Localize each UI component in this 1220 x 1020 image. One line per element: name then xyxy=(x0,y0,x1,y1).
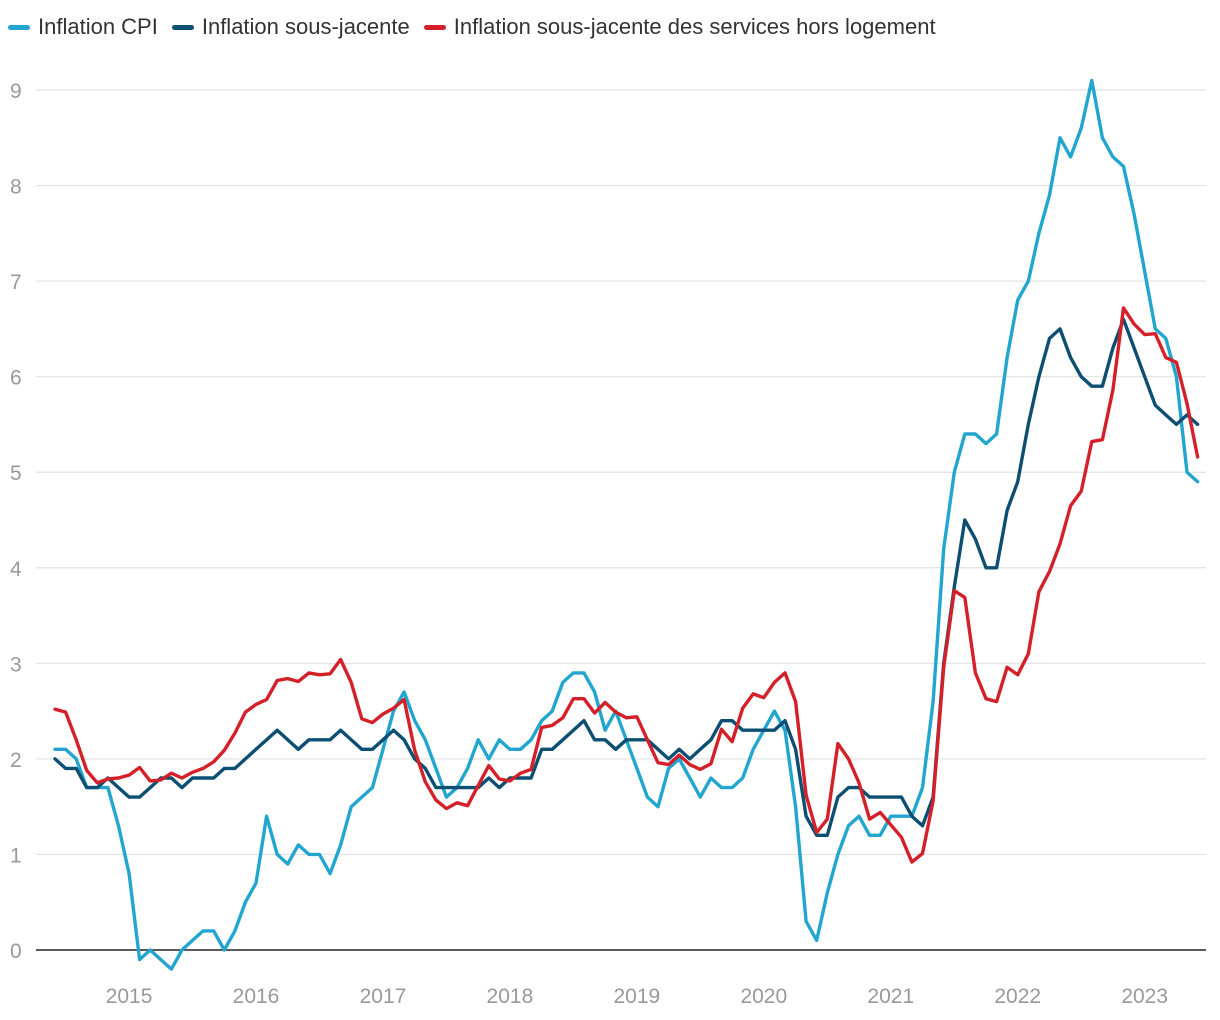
series-line-core xyxy=(53,317,1200,837)
legend-label-cpi: Inflation CPI xyxy=(38,14,158,39)
legend-item-services[interactable]: Inflation sous-jacente des services hors… xyxy=(423,14,936,40)
x-tick-label: 2022 xyxy=(994,985,1041,1008)
y-tick-label: 6 xyxy=(10,367,22,390)
legend: Inflation CPI Inflation sous-jacente Inf… xyxy=(8,14,950,40)
y-tick-label: 7 xyxy=(10,271,22,294)
x-tick-label: 2023 xyxy=(1121,985,1168,1008)
x-tick-label: 2021 xyxy=(867,985,914,1008)
x-tick-label: 2018 xyxy=(487,985,534,1008)
x-tick-label: 2016 xyxy=(233,985,280,1008)
x-tick-label: 2015 xyxy=(106,985,153,1008)
series-line-cpi xyxy=(53,78,1200,971)
x-axis-ticks: 2015 2016 2017 2018 2019 2020 2021 2022 2023 xyxy=(106,985,1168,1008)
y-tick-label: 4 xyxy=(10,558,22,581)
y-tick-label: 0 xyxy=(10,940,22,963)
legend-swatch-services xyxy=(423,24,446,30)
y-tick-label: 8 xyxy=(10,176,22,199)
grid-lines xyxy=(36,89,1206,856)
y-tick-label: 9 xyxy=(10,80,22,103)
x-tick-label: 2020 xyxy=(740,985,787,1008)
legend-swatch-cpi xyxy=(8,24,30,30)
y-tick-label: 3 xyxy=(10,653,22,676)
legend-item-core[interactable]: Inflation sous-jacente xyxy=(171,14,410,40)
y-tick-label: 1 xyxy=(10,844,22,867)
x-tick-label: 2019 xyxy=(614,985,661,1008)
y-axis-ticks: 0 1 2 3 4 5 6 7 8 9 xyxy=(10,80,22,963)
y-tick-label: 5 xyxy=(10,462,22,485)
x-tick-label: 2017 xyxy=(360,985,407,1008)
series-group xyxy=(53,78,1200,971)
series-line-services xyxy=(53,306,1200,864)
legend-swatch-core xyxy=(171,24,194,30)
legend-label-services: Inflation sous-jacente des services hors… xyxy=(453,14,936,39)
legend-item-cpi[interactable]: Inflation CPI xyxy=(8,14,158,40)
y-tick-label: 2 xyxy=(10,749,22,772)
legend-label-core: Inflation sous-jacente xyxy=(201,14,410,39)
